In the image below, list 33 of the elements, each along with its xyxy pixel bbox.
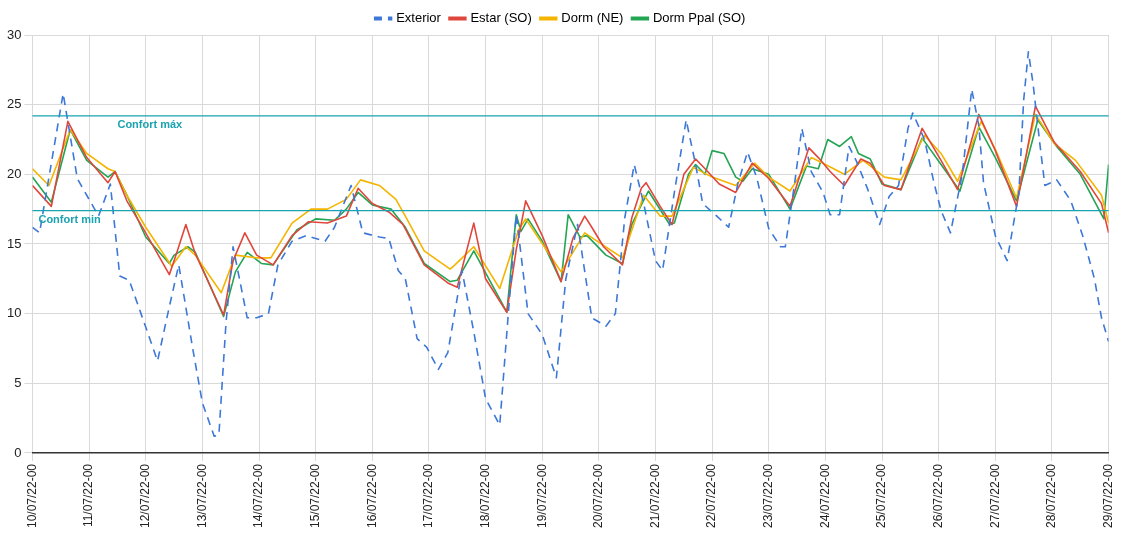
x-tick-label: 27/07/22-00 <box>987 463 1002 529</box>
x-tick-label: 19/07/22-00 <box>534 463 549 529</box>
ref-line-label: Confort máx <box>117 118 184 131</box>
y-tick-label: 20 <box>6 165 22 181</box>
x-tick-label: 14/07/22-00 <box>251 463 266 529</box>
x-tick-label: 29/07/22-00 <box>1100 463 1115 529</box>
x-tick-label: 28/07/22-00 <box>1044 463 1059 529</box>
x-tick-label: 21/07/22-00 <box>647 463 662 529</box>
x-tick-label: 15/07/22-00 <box>307 463 322 529</box>
x-tick-label: 11/07/22-00 <box>81 463 96 528</box>
x-tick-label: 22/07/22-00 <box>704 463 719 529</box>
ref-line-label: Confort min <box>38 213 102 226</box>
x-tick-label: 17/07/22-00 <box>421 463 436 529</box>
x-tick-label: 23/07/22-00 <box>761 463 776 529</box>
legend-label: Dorm Ppal (SO) <box>652 10 746 26</box>
legend-label: Estar (SO) <box>470 10 532 26</box>
y-tick-label: 25 <box>6 96 22 112</box>
x-tick-label: 25/07/22-00 <box>874 463 889 529</box>
x-tick-label: 10/07/22-00 <box>24 463 39 529</box>
x-tick-label: 18/07/22-00 <box>477 463 492 529</box>
y-tick-label: 0 <box>14 444 22 460</box>
x-tick-label: 13/07/22-00 <box>194 463 209 529</box>
x-tick-label: 24/07/22-00 <box>817 463 832 529</box>
y-tick-label: 5 <box>14 374 22 390</box>
y-tick-label: 10 <box>6 305 22 321</box>
legend-label: Dorm (NE) <box>561 10 624 26</box>
y-tick-label: 15 <box>6 235 22 251</box>
y-tick-label: 30 <box>6 26 22 42</box>
legend-label: Exterior <box>396 10 442 26</box>
x-tick-label: 20/07/22-00 <box>591 463 606 529</box>
x-tick-label: 16/07/22-00 <box>364 463 379 529</box>
x-tick-label: 26/07/22-00 <box>931 463 945 529</box>
x-tick-label: 12/07/22-00 <box>138 463 153 529</box>
